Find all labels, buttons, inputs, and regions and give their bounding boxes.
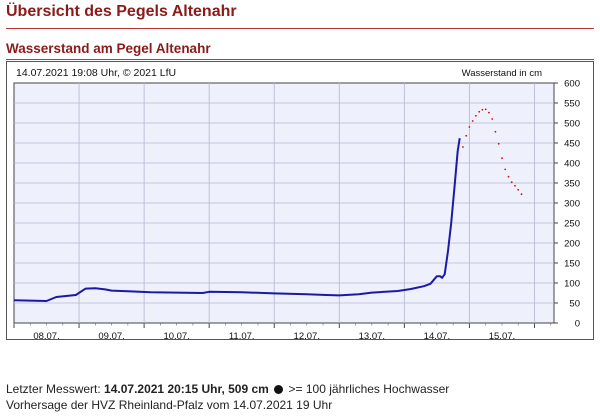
forecast-point xyxy=(488,111,490,114)
x-tick-label: 14.07. xyxy=(424,331,450,342)
forecast-point xyxy=(517,188,520,191)
y-tick-label: 150 xyxy=(564,259,580,270)
last-measurement-value: 14.07.2021 20:15 Uhr, 509 cm xyxy=(104,382,269,396)
x-tick-label: 08.07. xyxy=(33,331,59,342)
y-axis-label: Wasserstand in cm xyxy=(462,68,543,79)
forecast-point xyxy=(491,118,494,120)
flood-indicator-dot-icon xyxy=(274,385,284,394)
x-tick-label: 11.07. xyxy=(229,331,255,342)
forecast-point xyxy=(510,181,513,184)
y-tick-label: 250 xyxy=(564,219,580,230)
x-tick-label: 09.07. xyxy=(98,331,124,342)
last-measurement-line: Letzter Messwert: 14.07.2021 20:15 Uhr, … xyxy=(6,381,449,397)
y-tick-label: 100 xyxy=(564,279,580,290)
y-tick-label: 600 xyxy=(564,79,580,90)
forecast-point xyxy=(471,120,474,122)
section-divider xyxy=(6,59,594,60)
forecast-point xyxy=(497,142,500,145)
flood-threshold-text: >= 100 jährliches Hochwasser xyxy=(288,382,450,396)
measured-water-level-line xyxy=(13,138,461,302)
y-tick-label: 500 xyxy=(564,119,580,130)
x-tick-label: 10.07. xyxy=(163,331,189,342)
water-level-chart: 14.07.2021 19:08 Uhr, © 2021 LfU Wassers… xyxy=(6,61,594,353)
forecast-point xyxy=(475,114,477,117)
forecast-point xyxy=(494,130,497,133)
x-tick-label: 13.07. xyxy=(359,331,385,342)
forecast-point xyxy=(504,168,507,171)
chart-timestamp: 14.07.2021 19:08 Uhr, © 2021 LfU xyxy=(16,67,176,79)
y-tick-label: 450 xyxy=(564,139,580,150)
y-tick-label: 200 xyxy=(564,239,580,250)
y-tick-label: 550 xyxy=(564,99,580,110)
forecast-point xyxy=(478,110,481,113)
forecast-point xyxy=(520,193,523,196)
forecast-point xyxy=(484,108,487,111)
y-tick-label: 50 xyxy=(569,299,580,310)
forecast-source-line: Vorhersage der HVZ Rheinland-Pfalz vom 1… xyxy=(6,398,333,412)
forecast-point xyxy=(468,126,471,128)
forecast-point xyxy=(481,108,484,111)
forecast-point xyxy=(514,184,516,187)
forecast-point xyxy=(462,146,464,148)
y-tick-label: 0 xyxy=(575,319,580,330)
axes: 0 50 100 150 200 250 300 350 400 450 500 550 600 08.0… xyxy=(13,79,580,342)
grid xyxy=(14,83,554,323)
title-divider xyxy=(6,28,594,29)
series xyxy=(13,108,523,302)
last-measurement-prefix: Letzter Messwert: xyxy=(6,382,101,396)
page-title: Übersicht des Pegels Altenahr xyxy=(6,3,237,20)
y-tick-label: 400 xyxy=(564,159,580,170)
section-title: Wasserstand am Pegel Altenahr xyxy=(6,41,211,56)
x-tick-label: 15.07. xyxy=(489,331,515,342)
forecast-point xyxy=(507,175,510,178)
footer: Letzter Messwert: 14.07.2021 20:15 Uhr, … xyxy=(6,381,449,413)
forecast-point xyxy=(465,134,468,137)
y-tick-label: 300 xyxy=(564,199,580,210)
forecast-point xyxy=(501,157,503,160)
chart-svg: 14.07.2021 19:08 Uhr, © 2021 LfU Wassers… xyxy=(6,61,594,342)
y-tick-label: 350 xyxy=(564,179,580,190)
x-tick-label: 12.07. xyxy=(294,331,320,342)
